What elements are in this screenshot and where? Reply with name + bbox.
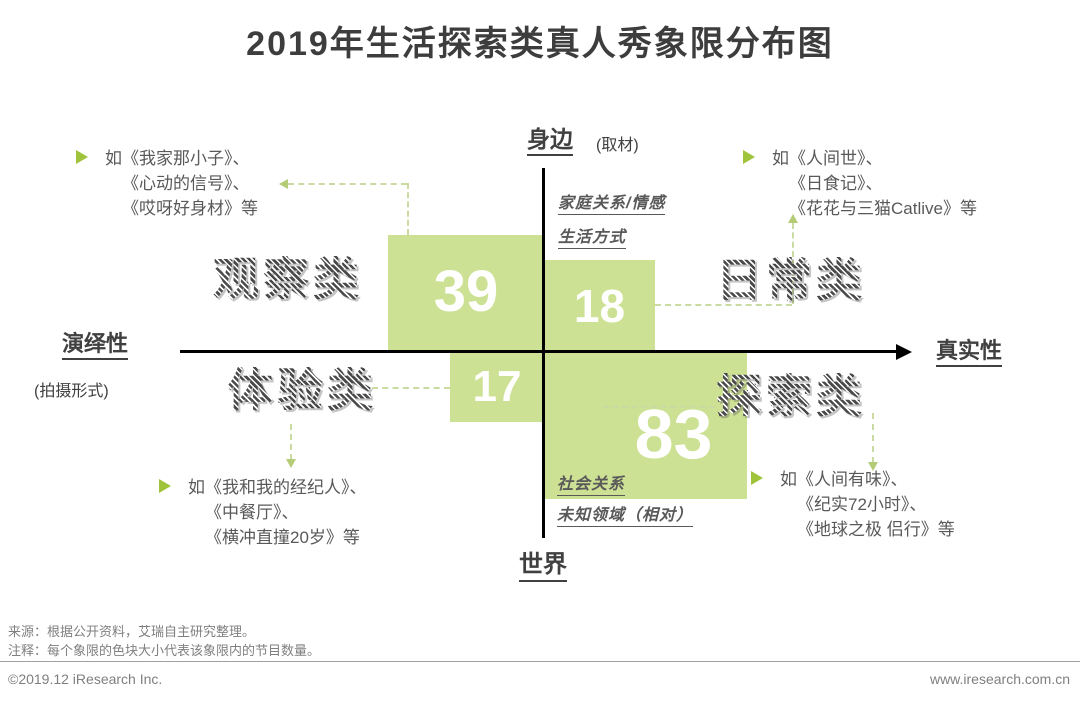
annotation-line: 《横冲直撞20岁》等 xyxy=(205,528,360,547)
annotation-line: 如《人间世》、 xyxy=(772,149,883,168)
x-axis-dimension-note: (拍摄形式) xyxy=(34,383,109,400)
annotation-line: 《花花与三猫Catlive》等 xyxy=(789,199,977,218)
connector-experience-vertical xyxy=(290,424,292,460)
annotation-explore: 如《人间有味》、 《纪实72小时》、 《地球之极 侣行》等 xyxy=(751,467,955,542)
theme-unknown-field: 未知领域（相对） xyxy=(557,501,694,527)
play-triangle-icon xyxy=(743,150,755,164)
value-daily: 18 xyxy=(573,280,626,332)
category-daily: 日常类 xyxy=(716,254,866,306)
play-triangle-icon xyxy=(76,150,88,164)
connector-daily-vertical xyxy=(792,223,794,304)
connector-observe-horizontal xyxy=(288,183,407,185)
y-axis-top-label: 身边 xyxy=(527,126,573,156)
value-explore: 83 xyxy=(634,394,713,473)
annotation-line: 《地球之极 侣行》等 xyxy=(797,520,955,539)
source-line: 来源：根据公开资料，艾瑞自主研究整理。 xyxy=(8,624,256,639)
category-experience: 体验类 xyxy=(227,364,377,416)
annotation-line: 《日食记》、 xyxy=(789,174,883,193)
copyright-text: ©2019.12 iResearch Inc. xyxy=(8,671,163,687)
category-explore: 探索类 xyxy=(716,370,866,422)
connector-explore-horizontal xyxy=(603,406,715,408)
y-axis-dimension-note: (取材) xyxy=(596,137,639,154)
annotation-line: 《哎呀好身材》等 xyxy=(122,199,258,218)
connector-daily-horizontal xyxy=(655,304,792,306)
footer-source-note: 来源：根据公开资料，艾瑞自主研究整理。 注释：每个象限的色块大小代表该象限内的节… xyxy=(8,622,320,660)
annotation-experience: 如《我和我的经纪人》、 《中餐厅》、 《横冲直撞20岁》等 xyxy=(159,475,367,550)
theme-social-relations: 社会关系 xyxy=(557,470,626,496)
website-text: www.iresearch.com.cn xyxy=(929,671,1070,687)
play-triangle-icon xyxy=(159,479,171,493)
annotation-line: 如《我和我的经纪人》、 xyxy=(188,478,367,497)
block-daily: 18 xyxy=(544,260,655,352)
theme-lifestyle: 生活方式 xyxy=(558,223,627,249)
x-axis-line xyxy=(180,350,898,353)
note-line: 注释：每个象限的色块大小代表该象限内的节目数量。 xyxy=(8,643,321,658)
x-axis-right-label: 真实性 xyxy=(936,338,1003,367)
y-axis-bottom-label: 世界 xyxy=(519,551,567,582)
connector-explore-vertical xyxy=(872,413,874,463)
y-axis-line xyxy=(542,168,545,538)
x-axis-arrowhead-icon xyxy=(896,344,912,360)
value-observe: 39 xyxy=(433,258,499,324)
connector-observe-vertical xyxy=(407,183,409,235)
theme-family-emotion: 家庭关系/情感 xyxy=(558,189,666,215)
annotation-observe: 如《我家那小子》、 《心动的信号》、 《哎呀好身材》等 xyxy=(76,146,258,221)
block-explore: 83 xyxy=(544,352,747,499)
page-title: 2019年生活探索类真人秀象限分布图 xyxy=(246,25,834,63)
block-experience: 17 xyxy=(450,352,544,422)
annotation-daily: 如《人间世》、 《日食记》、 《花花与三猫Catlive》等 xyxy=(743,146,977,221)
annotation-line: 《中餐厅》、 xyxy=(205,503,299,522)
annotation-line: 如《我家那小子》、 xyxy=(105,149,250,168)
annotation-line: 如《人间有味》、 xyxy=(780,470,908,489)
footer-divider xyxy=(0,661,1080,662)
annotation-line: 《心动的信号》、 xyxy=(122,174,250,193)
x-axis-left-label: 演绎性 xyxy=(62,331,129,360)
annotation-line: 《纪实72小时》、 xyxy=(797,495,927,514)
play-triangle-icon xyxy=(751,471,763,485)
value-experience: 17 xyxy=(472,362,522,411)
category-observe: 观察类 xyxy=(213,253,363,305)
arrow-left-icon xyxy=(279,179,288,189)
arrow-up-icon xyxy=(788,214,798,223)
arrow-down-icon xyxy=(868,462,878,471)
connector-experience-horizontal xyxy=(372,387,450,389)
arrow-down-icon xyxy=(286,459,296,468)
block-observe: 39 xyxy=(388,235,544,352)
